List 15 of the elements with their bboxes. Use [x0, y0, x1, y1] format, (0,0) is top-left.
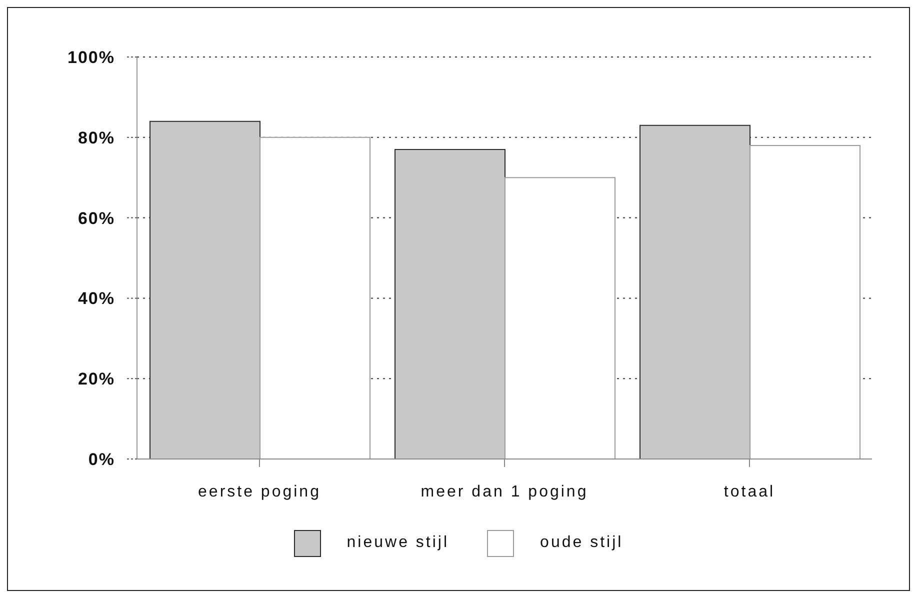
bar	[750, 144, 860, 459]
legend-label: nieuwe stijl	[346, 534, 450, 552]
bar	[260, 136, 370, 459]
y-tick-label: 60%	[78, 208, 115, 228]
y-tick-label: 0%	[88, 450, 115, 470]
x-tick-label: meer dan 1 poging	[420, 483, 588, 500]
y-tick-label: 100%	[68, 48, 115, 68]
x-tick-label: totaal	[724, 483, 776, 500]
y-tick-label: 80%	[78, 128, 115, 148]
bar	[504, 177, 616, 459]
legend-label: oude stijl	[540, 534, 624, 552]
x-tick-label: eerste poging	[198, 483, 321, 500]
bar	[394, 148, 506, 459]
y-tick-label: 20%	[78, 370, 115, 389]
y-tick-label: 40%	[78, 289, 115, 308]
